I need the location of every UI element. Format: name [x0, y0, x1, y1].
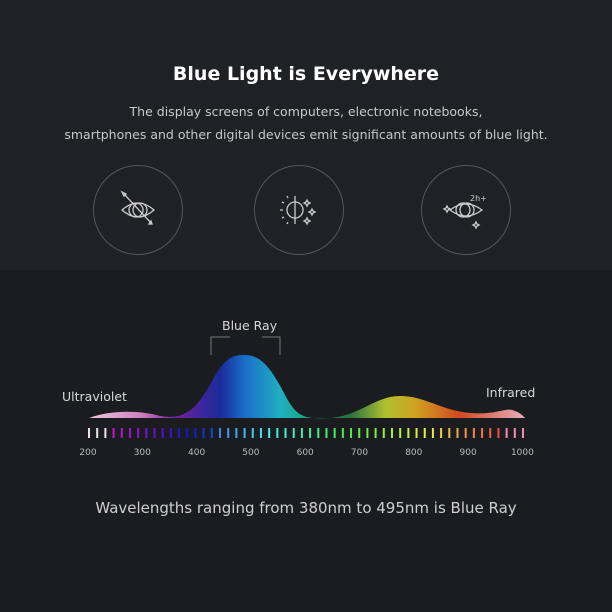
subtitle-line-2: smartphones and other digital devices em… — [64, 127, 548, 142]
spectrum-tick — [96, 428, 99, 438]
spectrum-tick — [382, 428, 385, 438]
spectrum-tick — [423, 428, 426, 438]
wavelength-tick-label: 300 — [133, 448, 151, 458]
spectrum-tick — [390, 428, 393, 438]
spectrum-tick — [464, 428, 467, 438]
wavelength-tick-label: 400 — [188, 448, 206, 458]
ultraviolet-label: Ultraviolet — [62, 389, 127, 404]
spectrum-tick — [88, 428, 90, 438]
wavelength-tick-label: 700 — [350, 448, 369, 458]
spectrum-tick — [120, 428, 123, 438]
spectrum-tick — [186, 428, 189, 438]
spectrum-tick — [456, 428, 459, 438]
spectrum-tick — [481, 428, 484, 438]
spectrum-tick — [169, 428, 172, 438]
spectrum-tick — [210, 428, 213, 438]
spectrum-tick — [194, 428, 197, 438]
spectrum-tick — [153, 428, 156, 438]
spectrum-tick — [440, 428, 443, 438]
spectrum-tick — [243, 428, 246, 438]
spectrum-tick — [235, 428, 238, 438]
spectrum-tick — [358, 428, 361, 438]
wavelength-tick-label: 600 — [296, 448, 314, 458]
spectrum-tick — [317, 428, 320, 438]
spectrum-curve — [89, 355, 525, 419]
spectrum-tick — [341, 428, 344, 438]
subtitle-line-1: The display screens of computers, electr… — [129, 104, 483, 119]
spectrum-tick — [407, 428, 410, 438]
wavelength-tick-label: 200 — [79, 448, 97, 458]
spectrum-tick — [350, 428, 353, 438]
spectrum-tick — [292, 428, 295, 438]
spectrum-tick — [112, 428, 115, 438]
wavelength-tick-label: 1000 — [510, 448, 534, 458]
spectrum-tick — [161, 428, 164, 438]
spectrum-tick — [219, 428, 222, 438]
blue-ray-bracket — [210, 336, 281, 355]
sun-brightness-icon — [254, 165, 344, 255]
spectrum-tick — [325, 428, 328, 438]
spectrum-tick — [227, 428, 230, 438]
spectrum-tick — [333, 428, 336, 438]
spectrum-tick — [513, 428, 516, 438]
spectrum-tick — [431, 428, 434, 438]
spectrum-tick — [202, 428, 205, 438]
spectrum-tick — [259, 428, 262, 438]
spectrum-tick — [472, 428, 475, 438]
spectrum-tick — [300, 428, 303, 438]
spectrum-tick — [399, 428, 402, 438]
eye-arrow-icon — [93, 165, 183, 255]
wavelength-tick-label: 900 — [459, 448, 477, 458]
spectrum-tick — [268, 428, 271, 438]
wavelength-tick-label: 800 — [405, 448, 423, 458]
spectrum-tick — [374, 428, 377, 438]
wavelength-tick-label: 500 — [242, 448, 260, 458]
spectrum-tick — [497, 428, 500, 438]
spectrum-tick — [489, 428, 492, 438]
page-title: Blue Light is Everywhere — [172, 63, 440, 85]
spectrum-tick — [284, 428, 287, 438]
spectrum-tick — [178, 428, 181, 438]
spectrum-tick — [145, 428, 148, 438]
spectrum-tick — [448, 428, 451, 438]
spectrum-tick — [522, 428, 524, 438]
infrared-label: Infrared — [486, 385, 536, 400]
eye-strain-2h-icon: 2h+ — [421, 165, 511, 255]
2h-label: 2h+ — [470, 194, 487, 203]
spectrum-tick — [104, 428, 107, 438]
footer-caption: Wavelengths ranging from 380nm to 495nm … — [95, 499, 517, 517]
spectrum-tick — [276, 428, 279, 438]
spectrum-tick — [415, 428, 418, 438]
spectrum-tick — [366, 428, 369, 438]
spectrum-tick — [128, 428, 131, 438]
spectrum-tick — [251, 428, 254, 438]
spectrum-tick — [137, 428, 140, 438]
spectrum-tick — [309, 428, 312, 438]
spectrum-tick — [505, 428, 508, 438]
blue-ray-label: Blue Ray — [222, 318, 278, 333]
